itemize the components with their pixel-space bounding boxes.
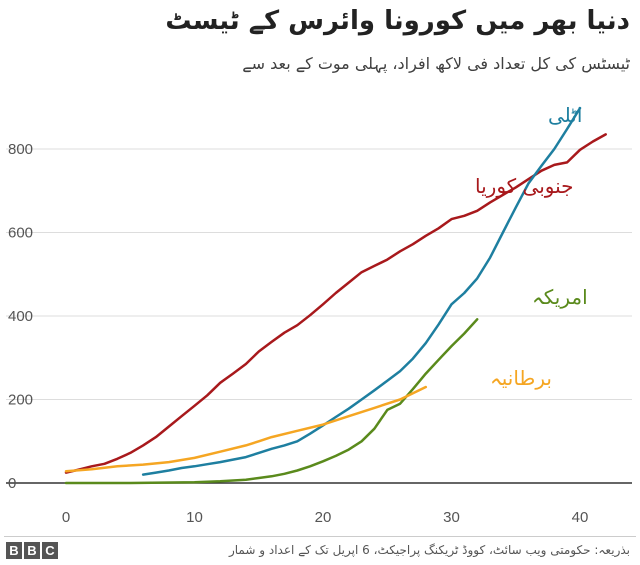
series-line-italy xyxy=(141,106,582,476)
bbc-logo-letter: B xyxy=(24,542,40,559)
y-tick-label: 200 xyxy=(8,392,33,409)
x-tick-label: 40 xyxy=(572,509,589,526)
x-tick-label: 10 xyxy=(186,509,203,526)
series-lines xyxy=(64,106,607,485)
series-line-usa xyxy=(64,318,479,485)
series-label-italy: اٹلی xyxy=(548,103,582,127)
x-tick-label: 20 xyxy=(315,509,332,526)
y-tick-labels: 0 200 400 600 800 xyxy=(8,141,33,492)
bbc-logo-letter: C xyxy=(42,542,58,559)
bbc-logo-letter: B xyxy=(6,542,22,559)
y-tick-label: 800 xyxy=(8,141,33,158)
bbc-logo: B B C xyxy=(6,542,58,559)
x-tick-label: 0 xyxy=(62,509,70,526)
y-tick-label: 400 xyxy=(8,308,33,325)
footer-divider xyxy=(4,536,636,537)
grid-lines xyxy=(6,148,632,484)
source-note: بذریعہ: حکومتی ویب سائٹ، کووڈ ٹریکنگ پرا… xyxy=(228,543,630,557)
series-label-uk: برطانیہ xyxy=(490,366,552,390)
chart-title: دنیا بھر میں کورونا وائرس کے ٹیسٹ xyxy=(165,6,630,36)
y-tick-label: 0 xyxy=(8,475,16,492)
y-tick-label: 600 xyxy=(8,225,33,242)
x-tick-label: 30 xyxy=(443,509,460,526)
series-line-uk xyxy=(64,385,428,473)
x-tick-labels: 0 10 20 30 40 xyxy=(62,509,589,526)
series-label-usa: امریکہ xyxy=(532,285,588,309)
series-labels: اٹلی جنوبی کوریا امریکہ برطانیہ xyxy=(475,103,588,390)
series-label-south-korea: جنوبی کوریا xyxy=(475,174,574,198)
line-chart: 0 200 400 600 800 0 10 20 30 40 اٹلی جنوبی کوریا… xyxy=(6,103,632,526)
chart-subtitle: ٹیسٹس کی کل تعداد فی لاکھ افراد، پہلی مو… xyxy=(242,54,630,73)
series-line-south-korea xyxy=(64,133,607,474)
